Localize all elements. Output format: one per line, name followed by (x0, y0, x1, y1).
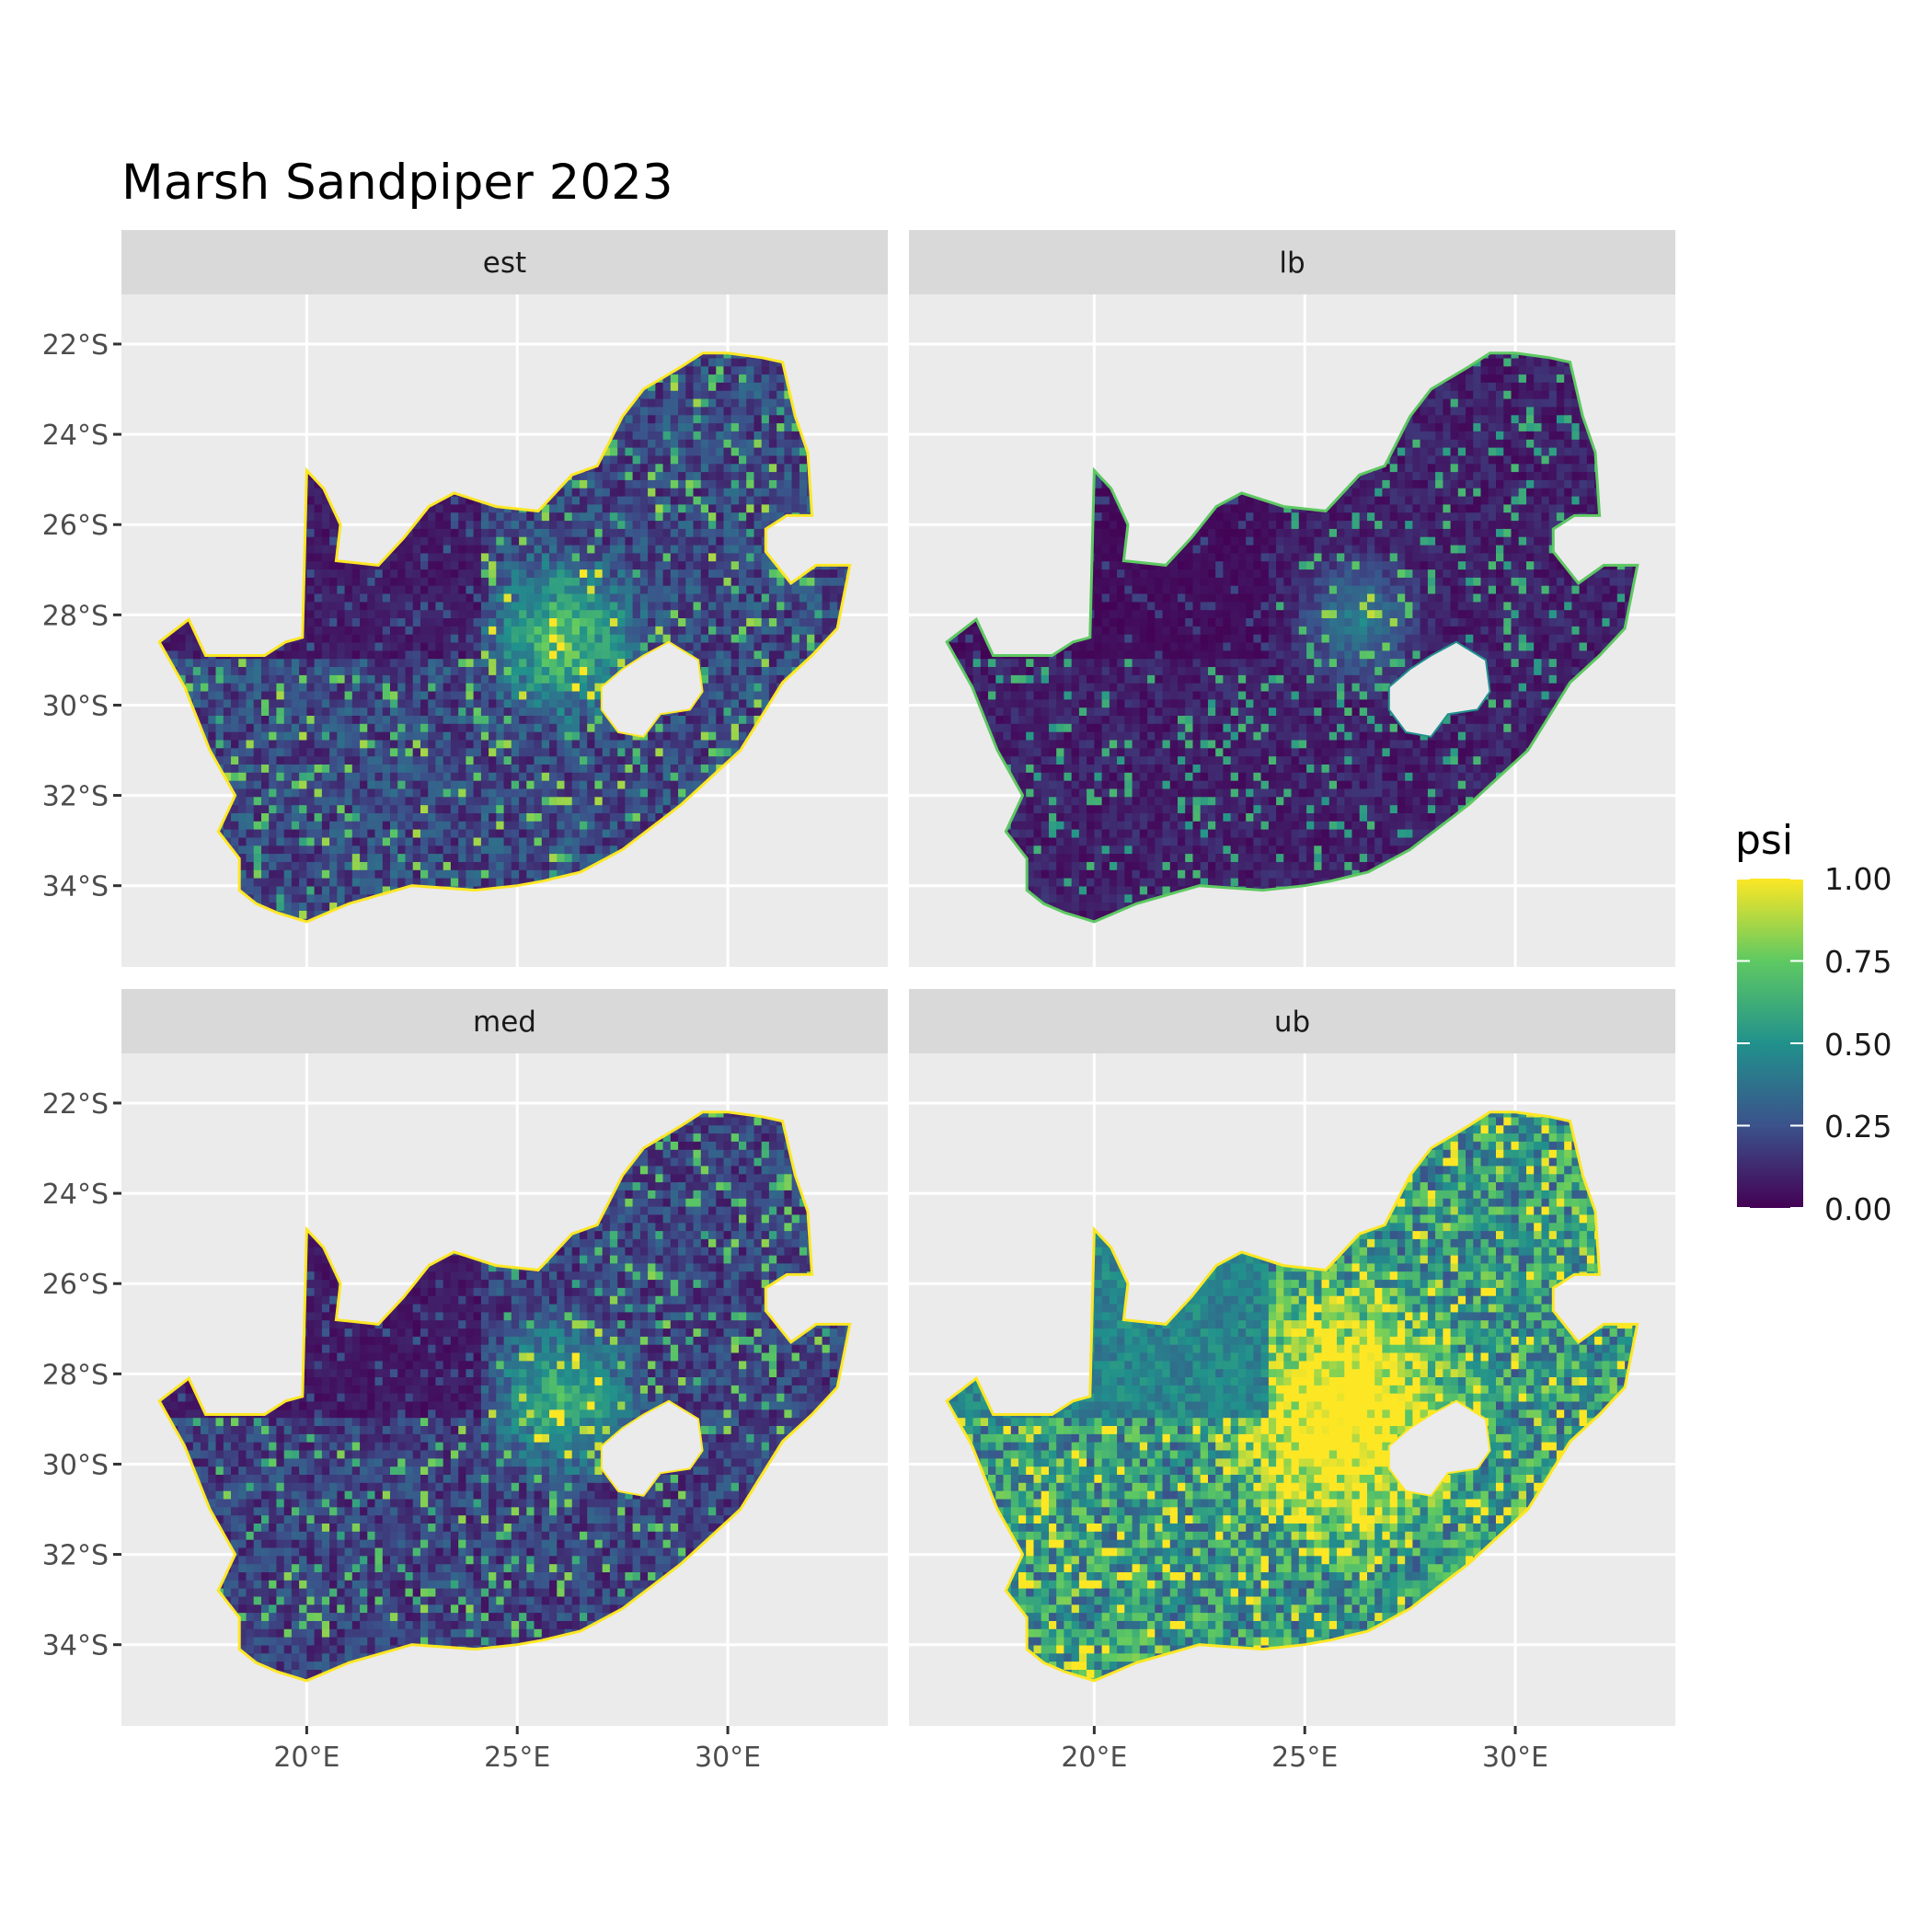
y-tick-label: 34°S (42, 871, 109, 903)
y-tick-label: 30°S (42, 690, 109, 722)
facet-strip (121, 989, 888, 1053)
y-tick-label: 26°S (42, 510, 109, 542)
facet-panel-ub: ub (909, 989, 1675, 1726)
facet-panel-med: med (121, 989, 888, 1726)
y-tick-label: 24°S (42, 1179, 109, 1211)
x-axes: 20°E 25°E 30°E 20°E 25°E 30°E (273, 1726, 1548, 1774)
facet-panels: est lb med ub (121, 230, 1675, 1726)
y-tick-label: 30°S (42, 1449, 109, 1481)
y-tick-label: 22°S (42, 1088, 109, 1121)
x-tick-label: 20°E (273, 1742, 339, 1774)
x-tick-label: 30°E (695, 1742, 761, 1774)
y-tick-label: 22°S (42, 329, 109, 362)
y-tick-label: 24°S (42, 420, 109, 452)
facet-panel-lb: lb (909, 230, 1675, 967)
lesotho-hole (600, 640, 704, 738)
y-axes: 22°S 24°S 26°S 28°S 30°S 32°S 34°S 22°S 24°S 26°S… (42, 329, 121, 1662)
legend-label-1: 1.00 (1824, 864, 1892, 894)
facet-strip (909, 989, 1675, 1053)
facet-panel-est: est (121, 230, 888, 967)
x-tick-label: 20°E (1061, 1742, 1127, 1774)
facet-strip-label: ub (1274, 1006, 1310, 1039)
y-tick-label: 28°S (42, 600, 109, 632)
country-outline (945, 1110, 1639, 1683)
chart-title: Marsh Sandpiper 2023 (121, 155, 673, 211)
x-tick-label: 30°E (1482, 1742, 1548, 1774)
legend-label-050: 0.50 (1824, 1029, 1892, 1060)
legend-title: psi (1735, 817, 1793, 864)
country-outline (945, 351, 1639, 924)
facet-strip (909, 230, 1675, 294)
y-tick-label: 34°S (42, 1630, 109, 1662)
facet-strip-label: med (473, 1006, 536, 1039)
legend-label-025: 0.25 (1824, 1111, 1892, 1142)
lesotho-hole (600, 1399, 704, 1497)
country-outline (157, 351, 852, 924)
facet-strip-label: est (483, 247, 526, 280)
y-tick-label: 32°S (42, 1540, 109, 1572)
x-tick-label: 25°E (1271, 1742, 1338, 1774)
legend-label-0: 0.00 (1824, 1194, 1892, 1225)
x-tick-label: 25°E (484, 1742, 550, 1774)
y-tick-label: 26°S (42, 1269, 109, 1301)
y-tick-label: 28°S (42, 1359, 109, 1391)
country-outline (157, 1110, 852, 1683)
facet-strip (121, 230, 888, 294)
y-tick-label: 32°S (42, 781, 109, 813)
facet-strip-label: lb (1279, 247, 1305, 280)
lesotho-hole (1387, 640, 1491, 738)
lesotho-hole (1387, 1399, 1491, 1497)
psi-colorbar (1737, 878, 1803, 1209)
legend-label-075: 0.75 (1824, 947, 1892, 977)
